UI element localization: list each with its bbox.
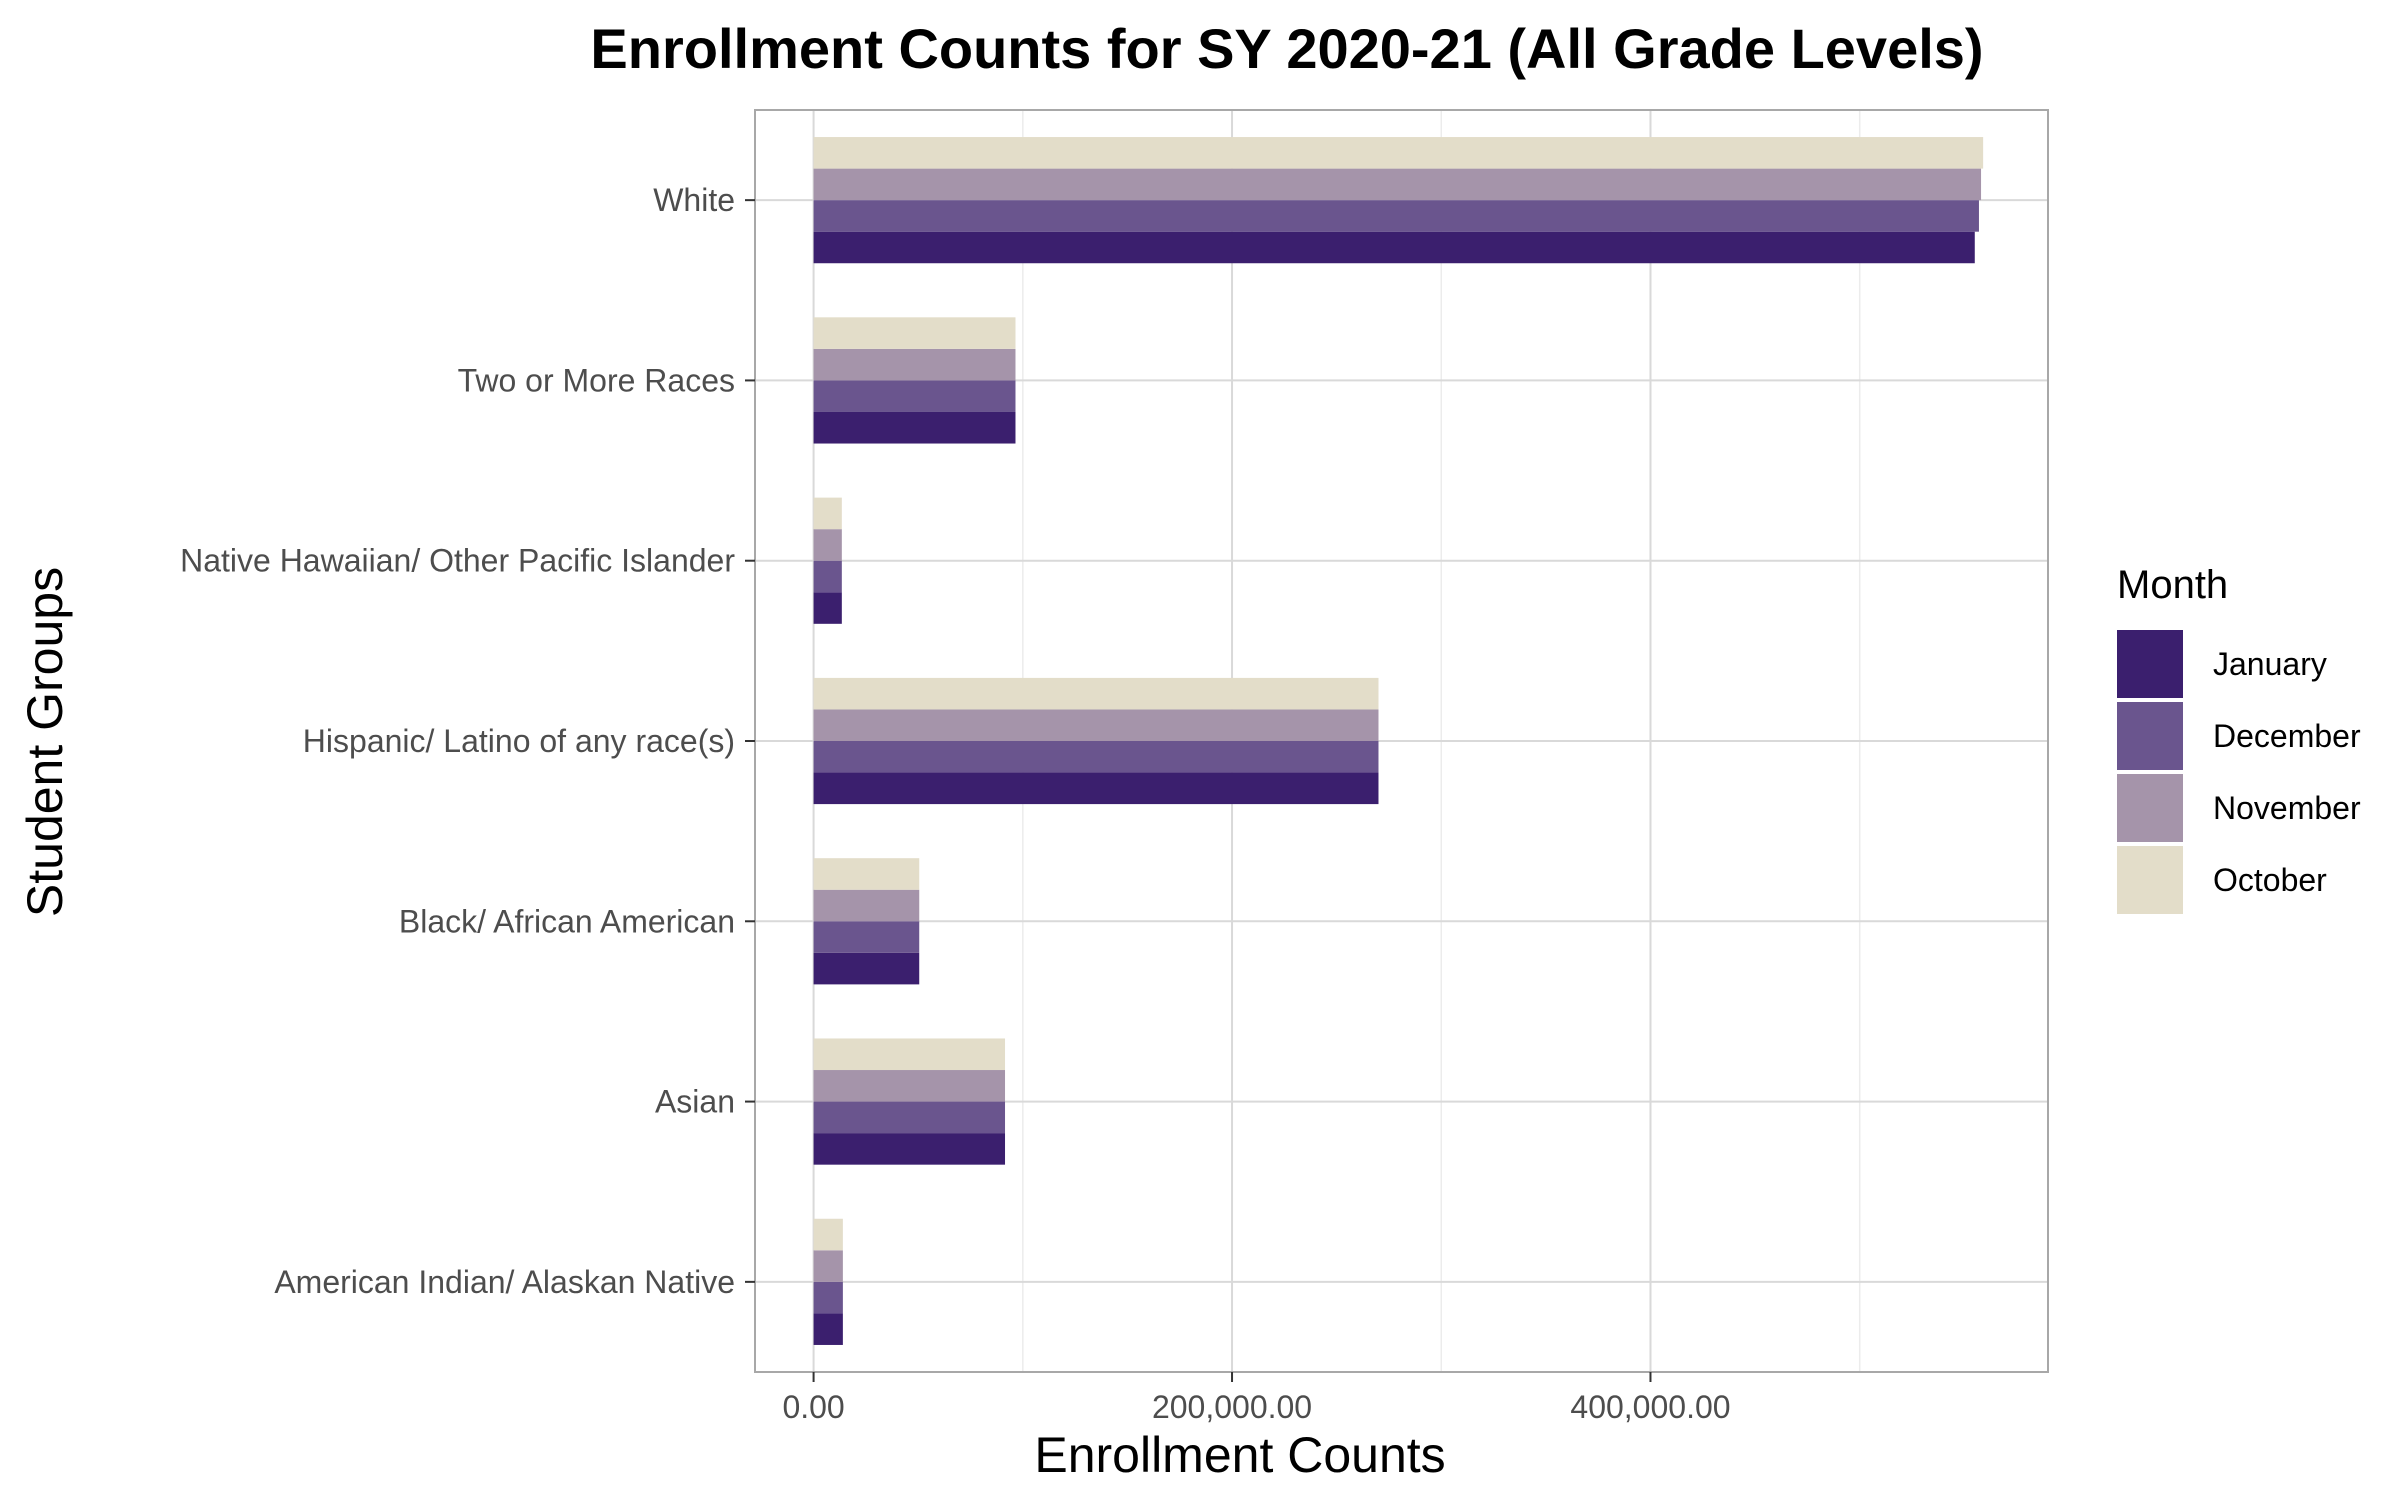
y-tick-label: Black/ African American xyxy=(399,903,735,939)
bar-november-5 xyxy=(813,1070,1006,1102)
bar-october-3 xyxy=(813,677,1379,710)
legend-label: October xyxy=(2213,862,2327,898)
bar-november-1 xyxy=(813,348,1016,381)
bar-october-0 xyxy=(813,137,1984,169)
y-tick-label: Asian xyxy=(655,1084,735,1120)
x-axis-title: Enrollment Counts xyxy=(1034,1427,1445,1483)
bar-october-4 xyxy=(813,858,920,890)
x-axis-ticks: 0.00 200,000.00 400,000.00 xyxy=(782,1372,1731,1425)
legend-key-october xyxy=(2117,846,2183,914)
bar-october-2 xyxy=(813,497,842,530)
bar-december-5 xyxy=(813,1101,1006,1134)
bar-january-6 xyxy=(813,1313,843,1345)
legend: Month January December November October xyxy=(2117,563,2361,914)
bar-january-4 xyxy=(813,952,920,985)
bar-january-0 xyxy=(813,231,1975,264)
bar-november-4 xyxy=(813,889,920,922)
bar-october-5 xyxy=(813,1038,1006,1071)
bar-december-6 xyxy=(813,1281,843,1314)
plot-panel xyxy=(754,109,2049,1373)
bar-january-5 xyxy=(813,1133,1006,1165)
bar-january-3 xyxy=(813,772,1379,805)
x-tick-label: 0.00 xyxy=(782,1389,844,1425)
bar-december-3 xyxy=(813,741,1379,773)
bar-november-6 xyxy=(813,1250,843,1282)
y-tick-label: Two or More Races xyxy=(458,362,735,398)
bar-october-1 xyxy=(813,317,1016,349)
legend-label: December xyxy=(2213,718,2361,754)
legend-title: Month xyxy=(2117,563,2228,607)
y-tick-label: Native Hawaiian/ Other Pacific Islander xyxy=(180,543,735,579)
bar-december-2 xyxy=(813,560,842,593)
x-tick-label: 200,000.00 xyxy=(1152,1389,1312,1425)
legend-key-december xyxy=(2117,702,2183,770)
bars xyxy=(813,137,1984,1345)
bar-january-1 xyxy=(813,411,1016,444)
y-tick-label: Hispanic/ Latino of any race(s) xyxy=(303,723,735,759)
bar-january-2 xyxy=(813,592,842,624)
legend-key-january xyxy=(2117,630,2183,698)
bar-november-0 xyxy=(813,168,1982,201)
legend-items: January December November October xyxy=(2117,630,2361,914)
chart-title: Enrollment Counts for SY 2020-21 (All Gr… xyxy=(590,17,1983,80)
legend-key-november xyxy=(2117,774,2183,842)
legend-label: January xyxy=(2213,646,2327,682)
y-axis-title: Student Groups xyxy=(17,567,73,917)
bar-november-2 xyxy=(813,529,842,561)
x-tick-label: 400,000.00 xyxy=(1570,1389,1730,1425)
bar-december-0 xyxy=(813,200,1979,232)
y-tick-label: American Indian/ Alaskan Native xyxy=(274,1264,735,1300)
bar-december-4 xyxy=(813,921,920,953)
legend-label: November xyxy=(2213,790,2361,826)
y-tick-label: White xyxy=(653,182,735,218)
y-axis-ticks: White Two or More Races Native Hawaiian/ O… xyxy=(180,182,755,1300)
bar-december-1 xyxy=(813,380,1016,412)
bar-october-6 xyxy=(813,1218,843,1251)
bar-november-3 xyxy=(813,709,1379,741)
